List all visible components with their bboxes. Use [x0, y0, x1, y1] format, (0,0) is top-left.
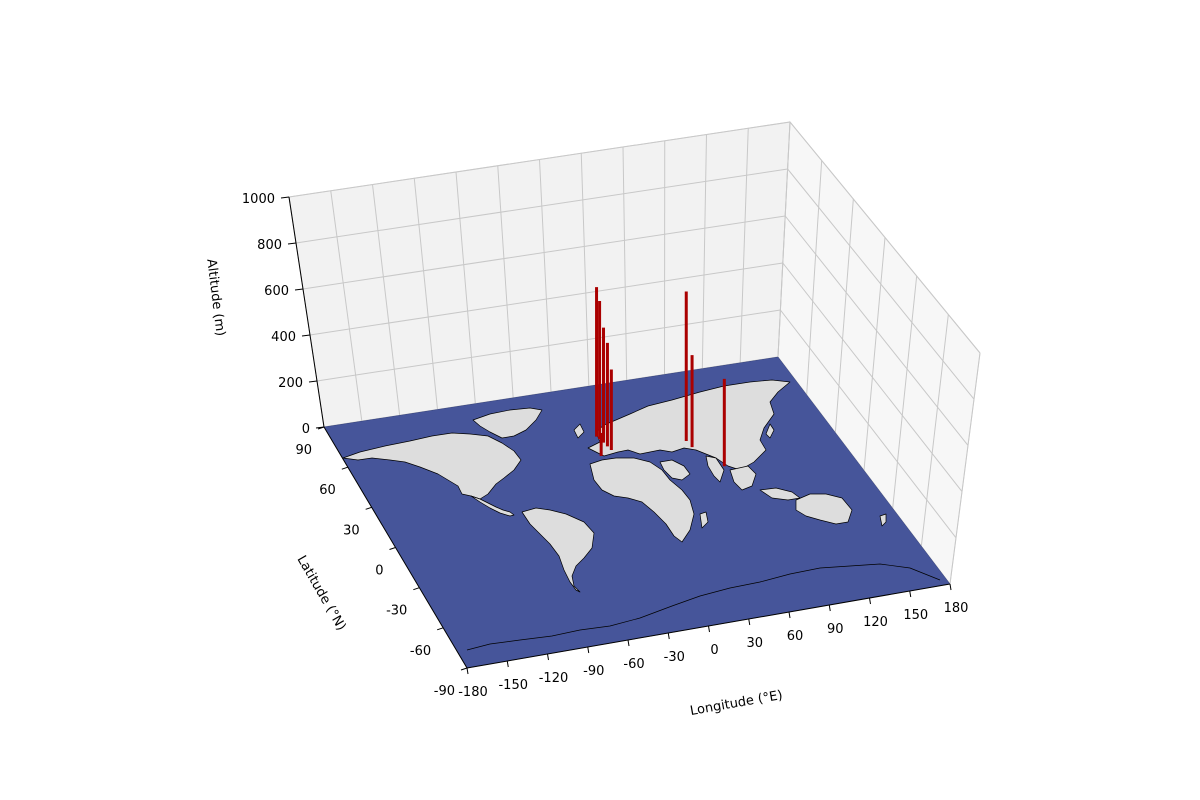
z-tick-label: 600 — [264, 284, 289, 299]
x-gridline — [455, 171, 476, 404]
y-tick — [341, 466, 348, 470]
x-tick-label: 90 — [827, 622, 844, 637]
y-tick — [460, 667, 468, 671]
x-tick — [788, 611, 791, 619]
z-tick-label: 800 — [257, 238, 282, 253]
y-gridline — [834, 198, 854, 433]
world-map — [342, 379, 941, 651]
x-tick — [466, 667, 469, 675]
africa-landmass — [589, 457, 695, 543]
x-tick-label: 180 — [944, 601, 969, 616]
y-tick — [413, 587, 420, 591]
z-tick-label: 200 — [278, 376, 303, 391]
x-gridline — [372, 184, 401, 416]
x-gridline — [330, 190, 363, 422]
india-landmass — [705, 455, 725, 483]
z-axis-label: Altitude (m) — [203, 258, 227, 337]
y-tick-label: -90 — [434, 684, 455, 699]
southeast-asia-landmass — [729, 465, 757, 491]
z-tick — [308, 380, 318, 383]
x-tick — [627, 639, 630, 647]
z-tick — [315, 426, 325, 429]
arabia-landmass — [659, 459, 691, 481]
y-gridline — [777, 121, 791, 358]
y-tick — [437, 627, 444, 631]
y-gridline — [892, 275, 918, 509]
y-gridline — [949, 352, 981, 585]
x-tick — [909, 590, 912, 598]
x-gridline — [539, 159, 552, 393]
x-tick-label: -150 — [498, 678, 528, 693]
y-tick-label: 60 — [319, 483, 336, 498]
new-zealand-landmass — [879, 513, 887, 527]
x-gridline — [580, 153, 590, 387]
x-tick-label: 150 — [903, 608, 928, 623]
x-tick-label: -30 — [664, 650, 685, 665]
y-gridline — [863, 237, 886, 471]
x-tick — [828, 604, 831, 612]
altitude-bars — [595, 287, 726, 467]
x-tick — [949, 583, 952, 591]
y-tick-label: 30 — [343, 523, 360, 538]
south-america-landmass — [521, 507, 595, 593]
x-gridline — [622, 146, 628, 381]
axis-ticks: -180 -150 -120 -90 -60 -30 0 30 60 90 120 150 180 -90… — [242, 192, 969, 700]
x-tick — [869, 597, 871, 605]
x-axis-label: Longitude (°E) — [689, 688, 784, 719]
x-tick — [547, 653, 549, 661]
z-axis-line — [288, 196, 325, 428]
z-tick-label: 400 — [271, 330, 296, 345]
x-tick-label: -180 — [458, 685, 488, 700]
antarctica-coastline — [466, 563, 941, 651]
y-tick-label: -30 — [386, 604, 407, 619]
x-tick-label: 30 — [746, 636, 763, 651]
greenland-landmass — [472, 407, 543, 439]
y-tick-label: 0 — [375, 564, 383, 579]
y-gridline — [806, 160, 823, 395]
y-gridline — [920, 314, 949, 547]
x-gridline — [497, 165, 514, 398]
x-gridline — [739, 128, 749, 363]
x-tick — [506, 660, 509, 668]
x-gridline — [413, 178, 438, 410]
japan-landmass — [765, 423, 775, 439]
y-axis-label: Latitude (°N) — [294, 553, 349, 633]
australia-landmass — [795, 493, 853, 525]
x-tick — [708, 625, 710, 633]
z-tick — [280, 196, 290, 199]
madagascar-landmass — [699, 511, 709, 529]
z-tick-label: 0 — [302, 422, 310, 437]
x-tick-label: 0 — [710, 643, 718, 658]
x-tick — [667, 632, 670, 640]
x-tick-label: 120 — [863, 615, 888, 630]
x-tick-label: -120 — [539, 671, 569, 686]
x-tick-label: 60 — [787, 629, 804, 644]
x-tick — [748, 618, 751, 626]
europe-asia-landmass — [587, 379, 791, 471]
z-tick — [294, 288, 304, 291]
y-tick-label: -60 — [410, 644, 431, 659]
z-tick-label: 1000 — [242, 192, 275, 207]
north-america-landmass — [342, 432, 522, 500]
x-gridline — [701, 134, 707, 369]
x-tick-label: -60 — [623, 657, 644, 672]
x-tick — [587, 646, 590, 654]
z-tick — [287, 242, 297, 245]
uk-landmass — [573, 423, 585, 439]
z-tick — [301, 334, 311, 337]
central-america-landmass — [470, 495, 515, 517]
y-tick-label: 90 — [295, 443, 312, 458]
y-tick — [365, 506, 372, 510]
y-tick — [389, 547, 396, 550]
x-tick-label: -90 — [583, 664, 604, 679]
